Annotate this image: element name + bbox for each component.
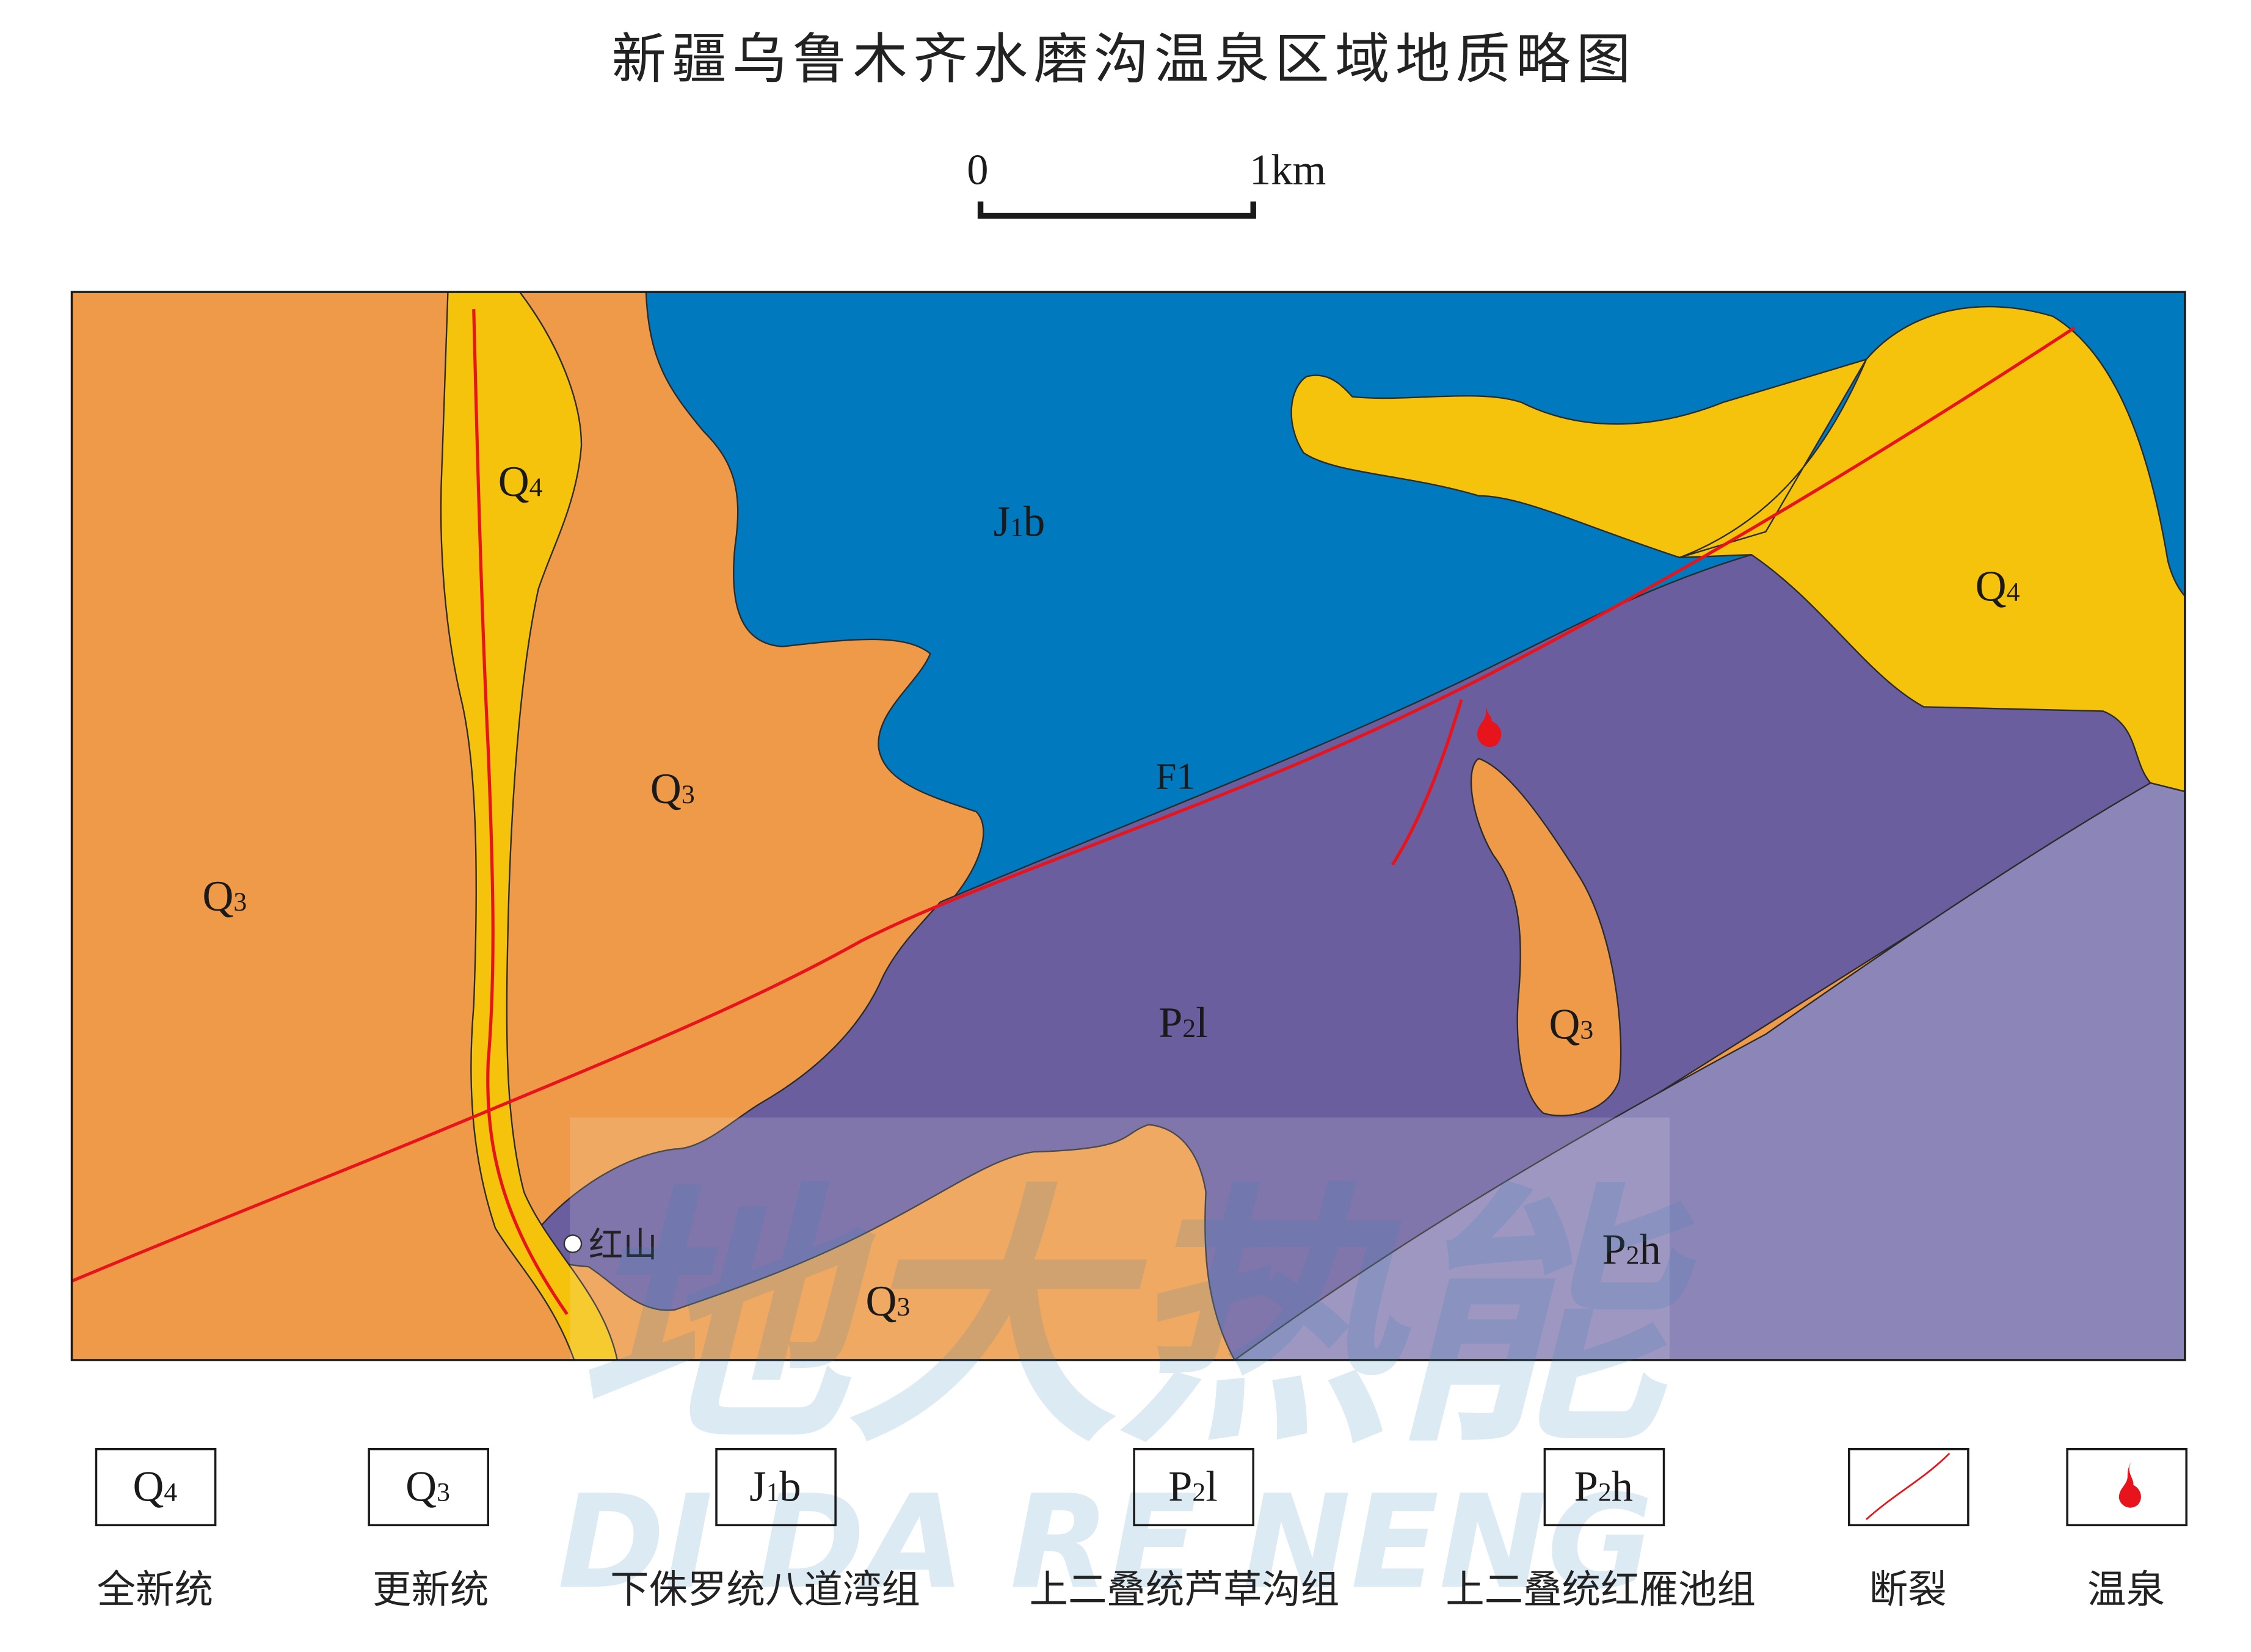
legend-code: J1b bbox=[749, 1463, 801, 1510]
svg-text:地大热能: 地大热能 bbox=[574, 1162, 1699, 1479]
legend-code: Q3 bbox=[405, 1463, 450, 1510]
unit-q4-left bbox=[440, 292, 619, 1360]
scale-bar-line bbox=[977, 201, 1256, 219]
label-q3-blob: Q3 bbox=[1549, 1000, 1593, 1048]
legend-item-fault: 断裂 bbox=[1848, 1447, 1969, 1612]
hot-spring-icon bbox=[1477, 700, 1502, 748]
label-q4-right: Q4 bbox=[1976, 562, 2020, 610]
scale-bar: 0 1km bbox=[967, 147, 1326, 219]
legend-code: Q4 bbox=[133, 1463, 177, 1510]
place-marker-hongshan bbox=[563, 1234, 583, 1253]
unit-q3-blob bbox=[1470, 757, 1622, 1116]
label-q4-left: Q4 bbox=[498, 458, 543, 506]
legend-item-p2l: P2l 上二叠统芦草沟组 bbox=[1030, 1447, 1340, 1612]
unit-q4-right bbox=[1290, 305, 2185, 793]
legend-item-p2h: P2h 上二叠统红雁池组 bbox=[1446, 1447, 1756, 1612]
legend-label: 上二叠统红雁池组 bbox=[1446, 1566, 1756, 1612]
legend-item-q3: Q3 更新统 bbox=[368, 1447, 490, 1612]
label-p2l: P2l bbox=[1158, 999, 1208, 1047]
map-title: 新疆乌鲁木齐水磨沟温泉区域地质略图 bbox=[612, 28, 1637, 92]
legend: Q4 全新统 Q3 更新统 J1b 下侏罗统八道湾组 P2l 上二叠统芦草沟组 … bbox=[95, 1447, 2187, 1612]
watermark-overlay bbox=[570, 1117, 1670, 1360]
label-j1b: J1b bbox=[994, 498, 1045, 546]
legend-label: 上二叠统芦草沟组 bbox=[1030, 1566, 1340, 1612]
label-q3-bottom: Q3 bbox=[866, 1278, 911, 1325]
map-frame bbox=[70, 291, 2186, 1361]
fault-f1 bbox=[71, 326, 2076, 1283]
map-area: 红山 Q4 Q4 Q3 Q3 Q3 Q3 J1b P2l P2h F1 bbox=[70, 291, 2186, 1361]
unit-p2h bbox=[1233, 782, 2185, 1360]
legend-label: 温泉 bbox=[2087, 1566, 2165, 1612]
legend-label: 下侏罗统八道湾组 bbox=[610, 1566, 920, 1612]
scale-start-label: 0 bbox=[967, 147, 988, 194]
legend-item-j1b: J1b 下侏罗统八道湾组 bbox=[610, 1447, 920, 1612]
legend-item-q4: Q4 全新统 bbox=[95, 1447, 217, 1612]
hot-spring-icon bbox=[2118, 1461, 2141, 1508]
legend-label: 更新统 bbox=[373, 1566, 489, 1612]
watermark-logo: 地大热能 DI DA RE NENG bbox=[558, 1162, 1700, 1617]
label-fault-f1: F1 bbox=[1155, 756, 1195, 797]
fault-short bbox=[1391, 699, 1463, 866]
label-p2h: P2h bbox=[1602, 1226, 1660, 1273]
legend-label: 断裂 bbox=[1869, 1566, 1947, 1612]
legend-item-hot-spring: 温泉 bbox=[2066, 1447, 2187, 1612]
svg-text:DI DA RE NENG: DI DA RE NENG bbox=[558, 1467, 1653, 1617]
legend-code: P2l bbox=[1168, 1463, 1218, 1510]
legend-label: 全新统 bbox=[97, 1566, 213, 1612]
legend-code: P2h bbox=[1574, 1463, 1633, 1510]
label-q3-far-left: Q3 bbox=[202, 873, 247, 920]
place-label-hongshan: 红山 bbox=[589, 1226, 658, 1265]
fault-west bbox=[472, 309, 569, 1315]
scale-end-label: 1km bbox=[1249, 147, 1326, 194]
fault-line-icon bbox=[1866, 1452, 1951, 1520]
label-q3-center: Q3 bbox=[650, 765, 695, 813]
